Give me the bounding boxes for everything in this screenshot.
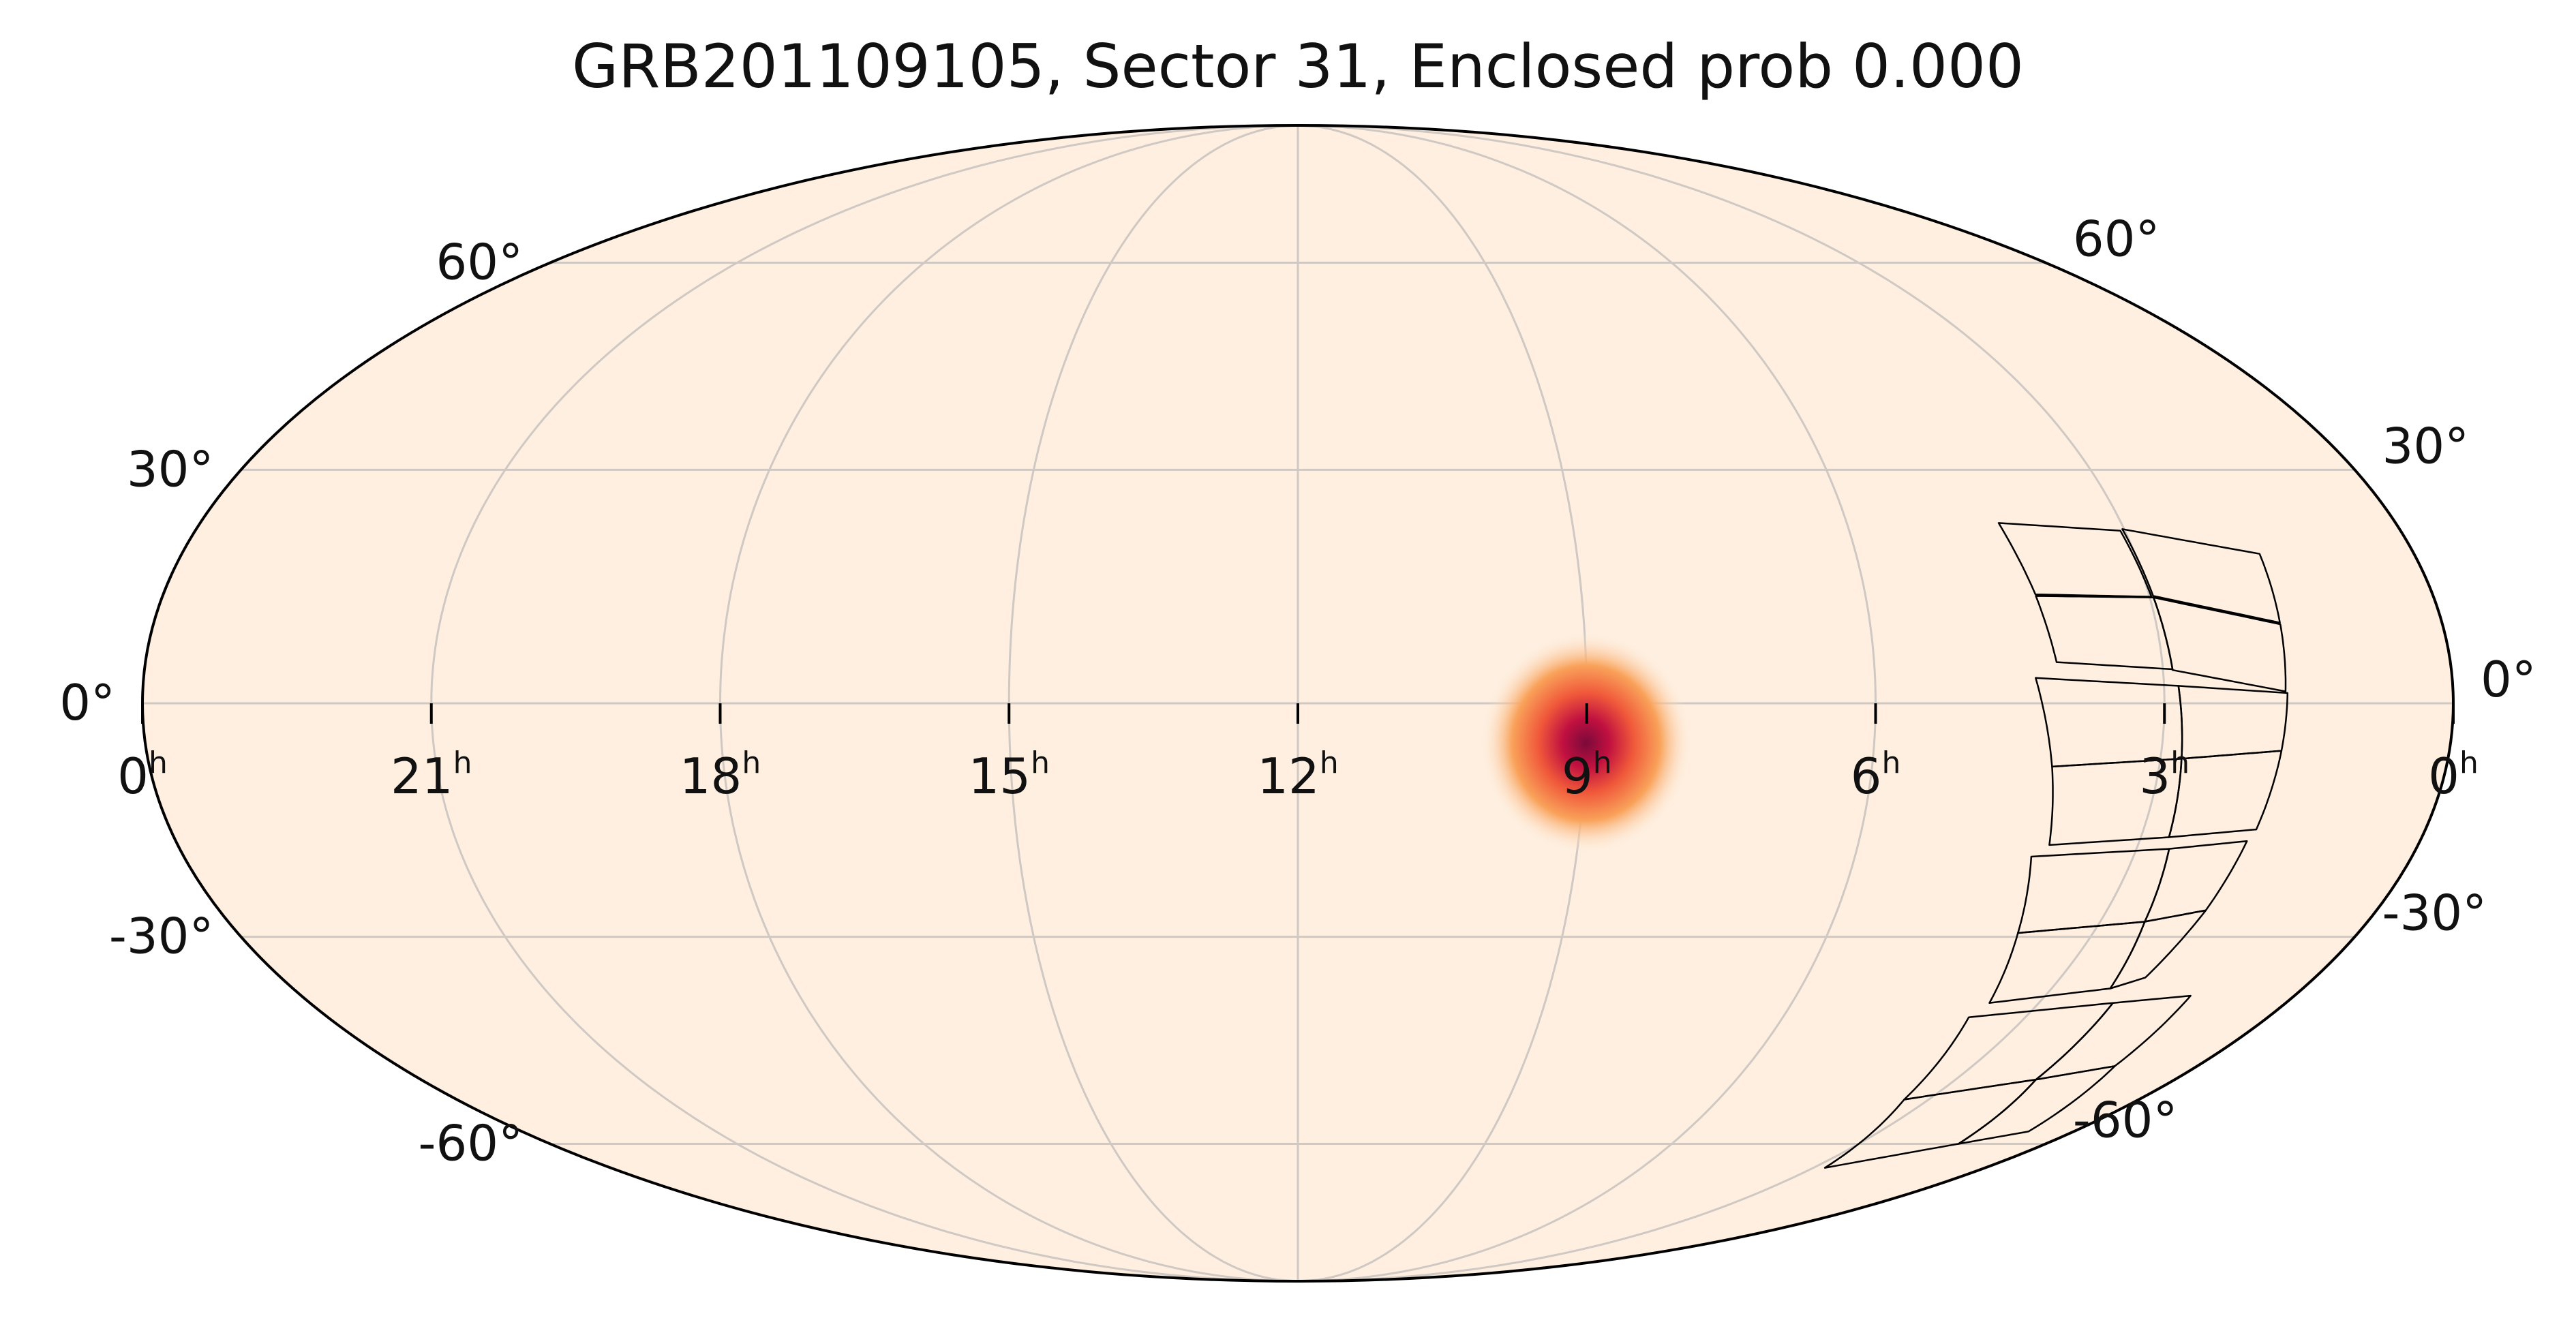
ra-tick-label-3: 3h xyxy=(2139,746,2189,805)
axis-ticks: 0h 21h 18h 15h 12h 9h 6h 3h 0h 60° 60° 30° 30° 0° 0° -3… xyxy=(59,210,2536,1171)
dec-label-left-30: 30° xyxy=(127,440,214,497)
ccd-camera1-2 xyxy=(2121,528,2281,624)
dec-label-left-0: 0° xyxy=(59,674,115,731)
ccd-camera3-4 xyxy=(2109,909,2207,990)
ccd-camera1-4 xyxy=(2153,596,2287,692)
ra-tick-label-9: 9h xyxy=(1562,746,1612,805)
tess-footprint xyxy=(1823,522,2289,1169)
ra-tick-label-21: 21h xyxy=(391,746,472,805)
ra-tick-label-12: 12h xyxy=(1257,746,1339,805)
ra-tick-label-0: 0h xyxy=(117,746,168,805)
probability-hotspot-layer xyxy=(1480,632,1692,854)
probability-hotspot xyxy=(1480,632,1692,854)
dec-label-left-60: 60° xyxy=(436,233,524,290)
dec-label-left--30: -30° xyxy=(109,908,214,965)
dec-label-right--30: -30° xyxy=(2382,885,2487,942)
dec-label-right--60: -60° xyxy=(2073,1092,2178,1149)
ra-tick-label-15: 15h xyxy=(968,746,1050,805)
ccd-camera2-4 xyxy=(2168,750,2283,838)
dec-label-left--60: -60° xyxy=(419,1115,524,1172)
ra-tick-label-0-right: 0h xyxy=(2428,746,2479,805)
chart-title: GRB201109105, Sector 31, Enclosed prob 0… xyxy=(572,31,2024,102)
ccd-camera4-4 xyxy=(1957,1065,2116,1145)
ra-tick-label-6: 6h xyxy=(1851,746,1901,805)
dec-label-right-30: 30° xyxy=(2382,417,2470,474)
ra-tick-label-18: 18h xyxy=(680,746,761,805)
dec-label-right-60: 60° xyxy=(2073,210,2160,267)
dec-label-right-0: 0° xyxy=(2481,651,2536,708)
